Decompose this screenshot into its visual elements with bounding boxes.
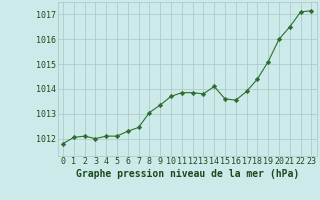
X-axis label: Graphe pression niveau de la mer (hPa): Graphe pression niveau de la mer (hPa) bbox=[76, 169, 299, 179]
